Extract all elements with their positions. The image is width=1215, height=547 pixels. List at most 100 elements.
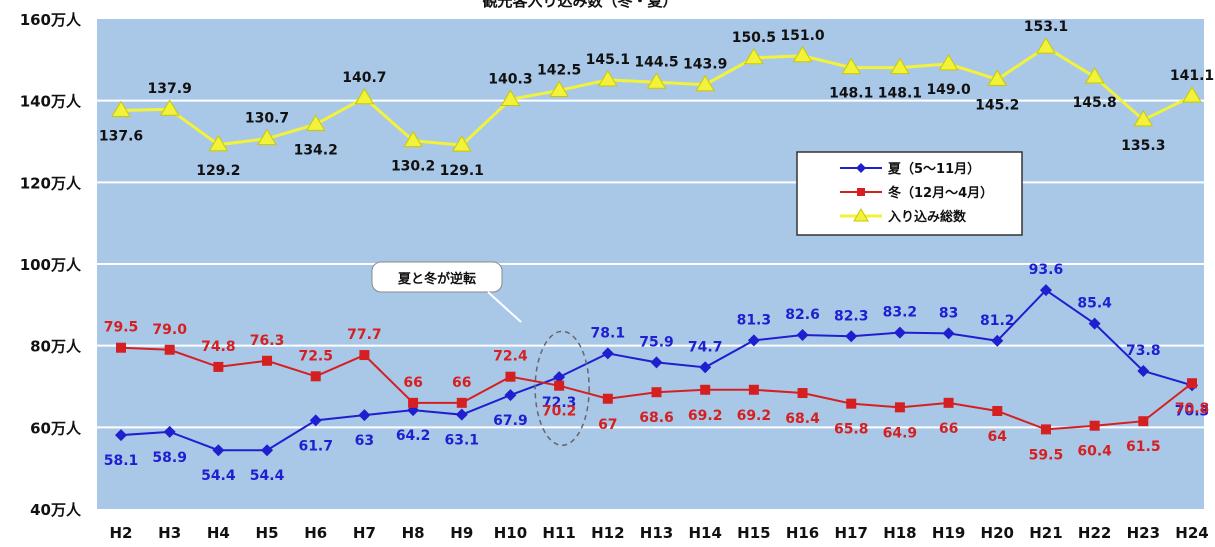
data-label: 70.2 xyxy=(542,404,577,420)
data-point xyxy=(792,45,813,63)
data-label: 145.2 xyxy=(975,97,1019,113)
data-label: 69.2 xyxy=(688,408,723,424)
data-label: 68.6 xyxy=(639,410,674,426)
data-label: 82.6 xyxy=(785,307,820,323)
data-label: 83.2 xyxy=(883,305,918,321)
data-point xyxy=(846,398,857,409)
y-tick-label: 80万人 xyxy=(30,338,82,356)
data-point xyxy=(358,409,371,422)
x-tick-label: H9 xyxy=(450,524,473,542)
data-point xyxy=(408,397,419,408)
data-label: 66 xyxy=(939,421,958,437)
x-tick-label: H3 xyxy=(158,524,181,542)
data-point xyxy=(651,387,662,398)
data-point xyxy=(403,130,423,148)
x-tick-label: H15 xyxy=(737,524,770,542)
data-label: 130.7 xyxy=(245,111,289,127)
data-point xyxy=(797,388,808,399)
data-label: 64.2 xyxy=(396,428,431,444)
data-label: 153.1 xyxy=(1024,19,1068,35)
data-label: 77.7 xyxy=(347,327,382,343)
data-point xyxy=(164,344,175,355)
data-label: 81.3 xyxy=(737,312,772,328)
legend-marker xyxy=(853,208,869,222)
legend: 夏（5〜11月） 冬（12月〜4月） 入り込み総数 xyxy=(796,151,1023,236)
data-point xyxy=(845,330,858,343)
data-point xyxy=(261,444,274,457)
annotation-layer: 夏と冬が逆転 xyxy=(371,261,590,447)
data-point xyxy=(163,425,176,438)
data-label: 85.4 xyxy=(1077,296,1112,312)
data-label: 66 xyxy=(403,375,422,391)
data-point xyxy=(354,87,375,105)
x-axis: H2 H3 H4 H5 H6 H7 H8 H9 H10 H11 H12 H13 H14 H15 H16 H17… xyxy=(110,524,1209,542)
data-point xyxy=(987,69,1008,86)
data-point xyxy=(212,444,225,457)
x-tick-label: H5 xyxy=(256,524,279,542)
data-label: 67 xyxy=(598,417,617,433)
data-label: 150.5 xyxy=(732,30,776,46)
series-layer: 58.1 58.9 54.4 54.4 61.7 63 64.2 63.1 67.9 72.3 78… xyxy=(99,19,1214,484)
data-point xyxy=(601,347,614,360)
data-point xyxy=(597,69,618,87)
x-tick-label: H10 xyxy=(494,524,527,542)
x-tick-label: H20 xyxy=(981,524,1014,542)
x-tick-label: H11 xyxy=(542,524,575,542)
data-label: 65.8 xyxy=(834,422,869,438)
data-point xyxy=(700,384,711,395)
data-label: 78.1 xyxy=(591,325,626,341)
x-tick-label: H14 xyxy=(688,524,721,542)
y-axis: 40万人 60万人 80万人 100万人 120万人 140万人 160万人 xyxy=(20,11,82,519)
data-label: 82.3 xyxy=(834,308,869,324)
data-point xyxy=(1040,424,1051,435)
callout-box xyxy=(371,261,503,293)
x-tick-label: H21 xyxy=(1029,524,1062,542)
data-point xyxy=(455,408,468,421)
data-point xyxy=(554,380,565,391)
data-point xyxy=(743,47,764,65)
y-tick-label: 60万人 xyxy=(30,419,82,437)
data-label: 54.4 xyxy=(201,468,236,484)
series-group: 79.5 79.0 74.8 76.3 72.5 77.7 66 66 72.4 70.2 67 68… xyxy=(104,320,1210,464)
x-tick-label: H6 xyxy=(304,524,327,542)
x-tick-label: H13 xyxy=(640,524,673,542)
data-label: 134.2 xyxy=(294,142,338,158)
data-point xyxy=(646,72,667,89)
data-label: 75.9 xyxy=(639,334,674,350)
series-group: 137.6 137.9 129.2 130.7 134.2 140.7 130.2 129.1… xyxy=(99,19,1214,179)
data-label: 64.9 xyxy=(883,425,918,441)
data-label: 70.3 xyxy=(1175,403,1210,419)
callout-pointer xyxy=(487,291,522,323)
data-point xyxy=(1187,378,1197,389)
data-label: 129.2 xyxy=(196,163,240,179)
data-label: 72.3 xyxy=(542,395,577,411)
data-point xyxy=(359,350,370,361)
x-tick-label: H18 xyxy=(883,524,916,542)
data-label: 148.1 xyxy=(878,86,922,102)
y-tick-label: 40万人 xyxy=(30,501,82,519)
data-point xyxy=(451,135,472,152)
data-point xyxy=(553,371,566,384)
y-tick-label: 120万人 xyxy=(20,174,82,192)
data-label: 60.4 xyxy=(1077,444,1112,460)
data-label: 149.0 xyxy=(926,82,971,98)
data-label: 63 xyxy=(355,433,374,449)
series-group: 58.1 58.9 54.4 54.4 61.7 63 64.2 63.1 67.9 72.3 78… xyxy=(104,262,1210,484)
data-label: 72.5 xyxy=(298,348,333,364)
x-tick-label: H12 xyxy=(591,524,624,542)
data-label: 130.2 xyxy=(391,159,435,175)
data-point xyxy=(257,128,277,146)
data-point xyxy=(747,334,760,347)
data-point xyxy=(1133,109,1154,127)
x-tick-label: H19 xyxy=(932,524,965,542)
x-tick-label: H2 xyxy=(110,524,133,542)
data-label: 137.6 xyxy=(99,128,143,144)
data-point xyxy=(650,356,663,369)
data-label: 81.2 xyxy=(980,313,1015,329)
data-label: 135.3 xyxy=(1121,138,1165,154)
data-point xyxy=(111,100,131,117)
data-label: 145.8 xyxy=(1072,95,1116,111)
data-point xyxy=(309,414,322,427)
data-label: 79.5 xyxy=(104,320,139,336)
